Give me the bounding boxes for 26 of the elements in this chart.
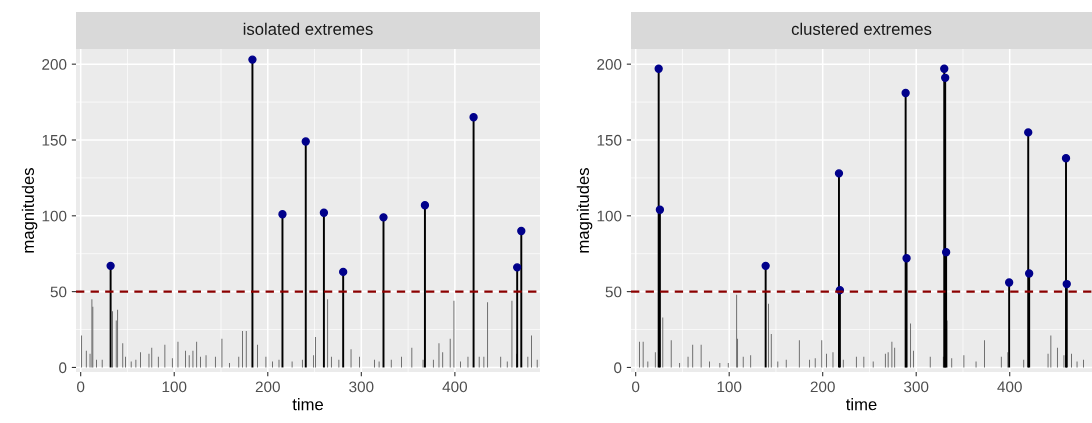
y-tick-label: 150 <box>42 134 67 146</box>
y-tick-label: 0 <box>614 362 622 374</box>
y-tick-label: 150 <box>597 134 622 146</box>
chart-title: isolated extremes <box>243 22 373 35</box>
x-tick-label: 400 <box>442 381 468 393</box>
x-axis-title: time <box>292 398 323 411</box>
y-tick-label: 100 <box>42 210 67 222</box>
y-tick-label: 0 <box>59 362 67 374</box>
x-tick-label: 200 <box>810 381 835 393</box>
y-axis-title: magnitudes <box>21 168 38 253</box>
y-tick-label: 50 <box>605 286 622 298</box>
x-tick-label: 100 <box>717 381 742 393</box>
x-tick-label: 400 <box>997 381 1022 393</box>
x-tick-label: 0 <box>632 381 640 393</box>
chart-title: clustered extremes <box>791 22 932 35</box>
x-tick-label: 300 <box>349 381 374 393</box>
x-tick-label: 0 <box>77 381 85 393</box>
y-tick-label: 200 <box>597 59 622 70</box>
y-tick-label: 50 <box>50 286 67 298</box>
y-tick-label: 100 <box>597 210 622 222</box>
x-tick-label: 200 <box>255 381 280 393</box>
x-axis-title: time <box>846 398 877 411</box>
x-tick-label: 100 <box>162 381 187 393</box>
y-axis-title: magnitudes <box>576 168 593 253</box>
y-tick-label: 200 <box>42 59 67 70</box>
x-tick-label: 300 <box>904 381 929 393</box>
